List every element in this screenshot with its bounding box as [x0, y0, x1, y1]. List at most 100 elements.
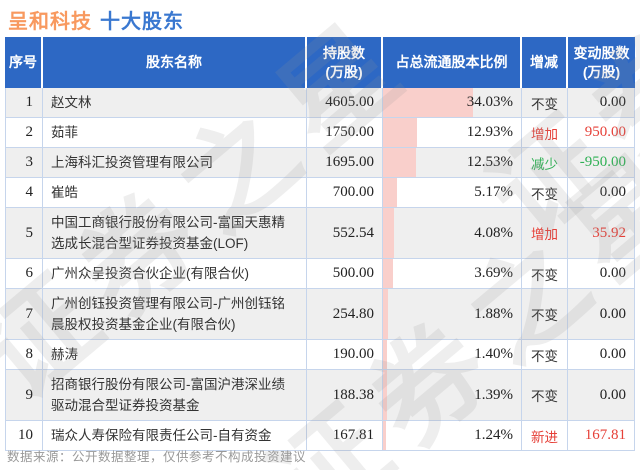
- cell-change-direction: 增加: [522, 118, 568, 148]
- cell-percent-of-float: 4.08%: [383, 208, 522, 259]
- cell-shares-held: 500.00: [307, 259, 383, 289]
- column-header: 变动股数 (万股): [568, 37, 635, 88]
- shareholder-table-body: 1 赵文林 4605.00 34.03% 不变 0.00 2 茹菲 1750.00 12.93% 增…: [5, 88, 635, 451]
- cell-percent-of-float: 1.24%: [383, 421, 522, 451]
- percent-value: 34.03%: [466, 94, 513, 110]
- cell-change-shares: 950.00: [568, 118, 635, 148]
- cell-row-number: 2: [5, 118, 43, 148]
- percent-bar: [383, 289, 388, 339]
- cell-row-number: 5: [5, 208, 43, 259]
- percent-value: 1.88%: [474, 305, 513, 322]
- cell-row-number: 1: [5, 88, 43, 118]
- cell-row-number: 6: [5, 259, 43, 289]
- percent-value: 1.40%: [474, 346, 513, 362]
- cell-change-shares: 0.00: [568, 340, 635, 370]
- table-row: 3 上海科汇投资管理有限公司 1695.00 12.53% 减少 -950.00: [5, 148, 635, 178]
- table-header: 序号 股东名称 持股数 (万股) 占总流通股本比例 增减 变动股数 (万股): [5, 37, 635, 88]
- cell-shareholder-name: 广州众呈投资合伙企业(有限合伙): [43, 259, 307, 289]
- page-title: 呈和科技 十大股东: [8, 5, 184, 34]
- cell-shareholder-name: 赫涛: [43, 340, 307, 370]
- cell-change-shares: 0.00: [568, 370, 635, 421]
- cell-change-shares: 0.00: [568, 289, 635, 340]
- company-name: 呈和科技: [8, 11, 92, 33]
- cell-shareholder-name: 中国工商银行股份有限公司-富国天惠精选成长混合型证券投资基金(LOF): [43, 208, 307, 259]
- cell-change-direction: 不变: [522, 178, 568, 208]
- percent-value: 1.39%: [474, 386, 513, 403]
- cell-percent-of-float: 12.93%: [383, 118, 522, 148]
- cell-change-shares: 167.81: [568, 421, 635, 451]
- table-row: 4 崔皓 700.00 5.17% 不变 0.00: [5, 178, 635, 208]
- table-row: 2 茹菲 1750.00 12.93% 增加 950.00: [5, 118, 635, 148]
- title-suffix: 十大股东: [100, 11, 184, 33]
- percent-value: 5.17%: [474, 184, 513, 200]
- cell-percent-of-float: 5.17%: [383, 178, 522, 208]
- table-row: 5 中国工商银行股份有限公司-富国天惠精选成长混合型证券投资基金(LOF) 552.…: [5, 208, 635, 259]
- percent-bar: [383, 178, 397, 207]
- cell-shares-held: 190.00: [307, 340, 383, 370]
- cell-change-direction: 不变: [522, 370, 568, 421]
- column-header: 占总流通股本比例: [383, 37, 522, 88]
- table-row: 9 招商银行股份有限公司-富国沪港深业绩驱动混合型证券投资基金 188.38 1.39…: [5, 370, 635, 421]
- percent-value: 3.69%: [474, 265, 513, 281]
- percent-value: 12.53%: [466, 154, 513, 170]
- percent-bar: [383, 148, 417, 177]
- percent-bar: [383, 421, 387, 450]
- cell-change-direction: 不变: [522, 289, 568, 340]
- cell-change-direction: 不变: [522, 340, 568, 370]
- cell-percent-of-float: 3.69%: [383, 259, 522, 289]
- cell-percent-of-float: 34.03%: [383, 88, 522, 118]
- cell-row-number: 9: [5, 370, 43, 421]
- cell-shareholder-name: 广州创钰投资管理有限公司-广州创钰铭晨股权投资基金企业(有限合伙): [43, 289, 307, 340]
- cell-change-shares: 35.92: [568, 208, 635, 259]
- cell-percent-of-float: 1.39%: [383, 370, 522, 421]
- cell-row-number: 8: [5, 340, 43, 370]
- table-row: 8 赫涛 190.00 1.40% 不变 0.00: [5, 340, 635, 370]
- cell-change-direction: 增加: [522, 208, 568, 259]
- percent-value: 4.08%: [474, 224, 513, 241]
- cell-change-shares: 0.00: [568, 178, 635, 208]
- cell-shares-held: 1750.00: [307, 118, 383, 148]
- percent-value: 1.24%: [474, 427, 513, 443]
- table-header-row: 序号 股东名称 持股数 (万股) 占总流通股本比例 增减 变动股数 (万股): [5, 37, 635, 88]
- cell-row-number: 4: [5, 178, 43, 208]
- cell-shares-held: 552.54: [307, 208, 383, 259]
- cell-shareholder-name: 崔皓: [43, 178, 307, 208]
- column-header: 持股数 (万股): [307, 37, 383, 88]
- percent-bar: [383, 88, 474, 117]
- cell-shares-held: 167.81: [307, 421, 383, 451]
- column-header: 增减: [522, 37, 568, 88]
- cell-shareholder-name: 上海科汇投资管理有限公司: [43, 148, 307, 178]
- column-header: 股东名称: [43, 37, 307, 88]
- data-source-note: 数据来源：公开数据整理，仅供参考不构成投资建议: [7, 450, 307, 464]
- cell-row-number: 10: [5, 421, 43, 451]
- percent-bar: [383, 259, 393, 288]
- cell-shareholder-name: 招商银行股份有限公司-富国沪港深业绩驱动混合型证券投资基金: [43, 370, 307, 421]
- percent-bar: [383, 118, 418, 147]
- cell-shareholder-name: 瑞众人寿保险有限责任公司-自有资金: [43, 421, 307, 451]
- cell-row-number: 3: [5, 148, 43, 178]
- cell-change-direction: 减少: [522, 148, 568, 178]
- cell-percent-of-float: 12.53%: [383, 148, 522, 178]
- cell-shareholder-name: 茹菲: [43, 118, 307, 148]
- cell-change-direction: 不变: [522, 259, 568, 289]
- percent-bar: [383, 340, 387, 369]
- table-row: 6 广州众呈投资合伙企业(有限合伙) 500.00 3.69% 不变 0.00: [5, 259, 635, 289]
- shareholders-table: 序号 股东名称 持股数 (万股) 占总流通股本比例 增减 变动股数 (万股) 1 赵文林 4605…: [5, 37, 635, 451]
- percent-value: 12.93%: [466, 124, 513, 140]
- cell-change-direction: 新进: [522, 421, 568, 451]
- cell-percent-of-float: 1.88%: [383, 289, 522, 340]
- cell-change-shares: -950.00: [568, 148, 635, 178]
- table-row: 1 赵文林 4605.00 34.03% 不变 0.00: [5, 88, 635, 118]
- cell-shares-held: 700.00: [307, 178, 383, 208]
- cell-shares-held: 254.80: [307, 289, 383, 340]
- cell-change-direction: 不变: [522, 88, 568, 118]
- cell-shares-held: 4605.00: [307, 88, 383, 118]
- percent-bar: [383, 370, 387, 420]
- cell-percent-of-float: 1.40%: [383, 340, 522, 370]
- table-row: 7 广州创钰投资管理有限公司-广州创钰铭晨股权投资基金企业(有限合伙) 254.80…: [5, 289, 635, 340]
- cell-shareholder-name: 赵文林: [43, 88, 307, 118]
- cell-change-shares: 0.00: [568, 88, 635, 118]
- cell-change-shares: 0.00: [568, 259, 635, 289]
- column-header: 序号: [5, 37, 43, 88]
